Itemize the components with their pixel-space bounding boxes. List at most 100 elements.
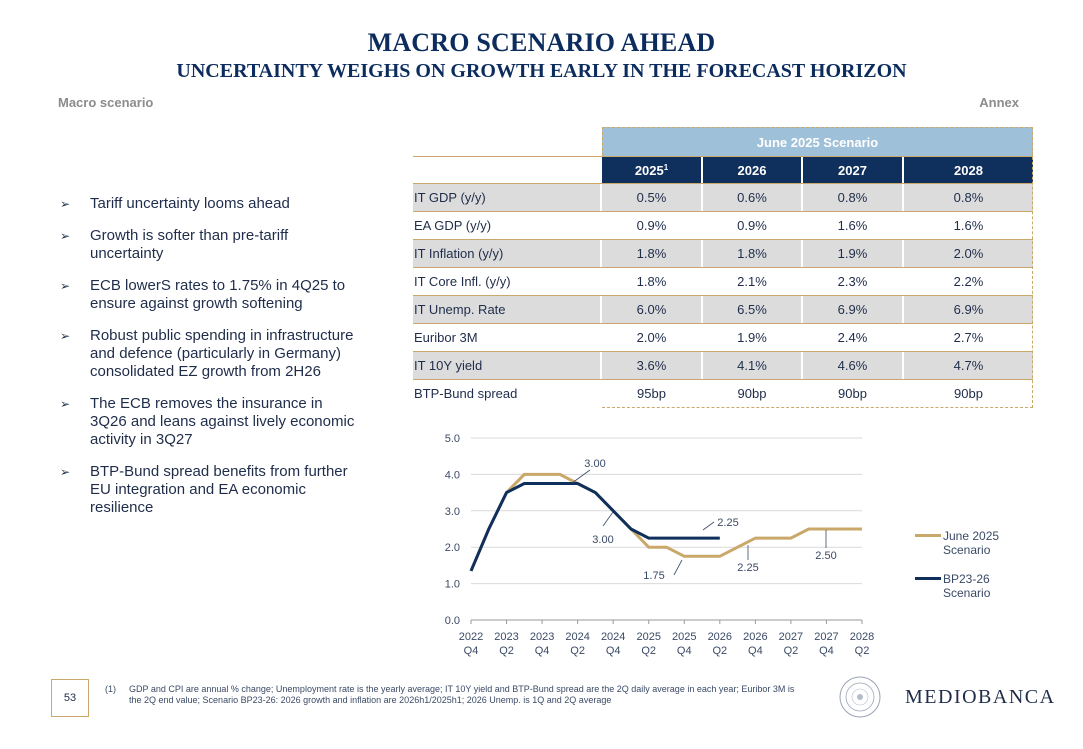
bullet-item: ➢ Tariff uncertainty looms ahead [60, 195, 290, 212]
x-tick-label-year: 2024 [565, 631, 589, 643]
table-row: IT Core Infl. (y/y) 1.8% 2.1% 2.3% 2.2% [413, 267, 1033, 295]
x-tick-label-year: 2026 [743, 631, 767, 643]
y-tick-label: 1.0 [445, 579, 460, 591]
table-cell: 90bp [737, 386, 767, 401]
x-tick-label-quarter: Q2 [499, 645, 514, 657]
row-label: IT GDP (y/y) [414, 190, 486, 205]
x-tick-label-quarter: Q4 [677, 645, 692, 657]
annotation-leader [702, 521, 715, 531]
table-border [1032, 127, 1033, 408]
annotation-label: 2.25 [717, 517, 738, 529]
x-tick-label-year: 2025 [672, 631, 696, 643]
table-cell: 4.7% [953, 358, 984, 373]
x-tick-label-quarter: Q4 [464, 645, 479, 657]
annotation-leader [673, 559, 683, 576]
x-tick-label-year: 2027 [779, 631, 803, 643]
series-line-june-2025 [469, 472, 862, 572]
table-cell: 1.9% [737, 330, 767, 345]
legend-swatch-bp [915, 577, 941, 581]
mediobanca-seal-icon [839, 676, 881, 718]
page-title: MACRO SCENARIO AHEAD [367, 28, 716, 57]
y-tick-label: 4.0 [445, 469, 460, 481]
annotation-label: 2.50 [815, 550, 836, 562]
x-tick-label-year: 2027 [814, 631, 838, 643]
table-cell: 2.0% [636, 330, 667, 345]
table-cell: 1.8% [737, 246, 767, 261]
table-cell: 1.8% [636, 246, 667, 261]
x-tick-label-year: 2026 [708, 631, 732, 643]
x-tick-label-year: 2023 [530, 631, 554, 643]
table-cell: 1.9% [837, 246, 868, 261]
table-cell: 0.5% [636, 190, 667, 205]
arrow-bullet-icon: ➢ [60, 329, 71, 343]
annotation-leader [602, 511, 614, 527]
x-tick-label-year: 2022 [459, 631, 483, 643]
table-row: IT Inflation (y/y) 1.8% 1.8% 1.9% 2.0% [413, 239, 1033, 267]
table-row: IT 10Y yield 3.6% 4.1% 4.6% 4.7% [413, 351, 1033, 379]
table-cell: 4.6% [837, 358, 868, 373]
row-label: IT Core Infl. (y/y) [414, 274, 511, 289]
x-tick-label-year: 2028 [850, 631, 874, 643]
legend-swatch-june [915, 534, 941, 538]
table-cell: 0.8% [837, 190, 868, 205]
year-header-cell: 2028 [904, 157, 1033, 183]
legend-june-2025: June 2025 Scenario [915, 529, 999, 557]
x-tick-label-year: 2025 [636, 631, 660, 643]
x-tick-label-quarter: Q2 [641, 645, 656, 657]
table-cell: 6.5% [737, 302, 767, 317]
arrow-bullet-icon: ➢ [60, 465, 71, 479]
table-row: IT Unemp. Rate 6.0% 6.5% 6.9% 6.9% [413, 295, 1033, 323]
table-row: IT GDP (y/y) 0.5% 0.6% 0.8% 0.8% [413, 183, 1033, 211]
table-cell: 90bp [954, 386, 983, 401]
bullet-item: ➢ Growth is softer than pre-tariff uncert… [60, 227, 289, 262]
x-tick-label-quarter: Q2 [855, 645, 870, 657]
table-cell: 1.6% [953, 218, 984, 233]
legend-bp23-26: BP23-26 Scenario [915, 572, 990, 600]
y-tick-label: 0.0 [445, 615, 460, 627]
y-tick-label: 2.0 [445, 542, 460, 554]
table-cell: 95bp [637, 386, 666, 401]
section-label-right: Annex [979, 95, 1019, 110]
arrow-bullet-icon: ➢ [60, 397, 71, 411]
y-tick-label: 5.0 [445, 433, 460, 445]
annotation-leader [571, 469, 591, 484]
bullet-item: ➢ ECB lowerS rates to 1.75% in 4Q25 to en… [60, 277, 346, 312]
x-tick-label-quarter: Q4 [819, 645, 834, 657]
series-line-bp23-26 [469, 482, 720, 572]
table-cell: 2.1% [737, 274, 767, 289]
table-cell: 0.8% [953, 190, 984, 205]
table-row: BTP-Bund spread 95bp 90bp 90bp 90bp [413, 379, 1033, 407]
table-cell: 2.7% [953, 330, 984, 345]
arrow-bullet-icon: ➢ [60, 279, 71, 293]
table-cell: 1.6% [837, 218, 868, 233]
table-cell: 2.3% [837, 274, 868, 289]
table-cell: 6.9% [953, 302, 984, 317]
arrow-bullet-icon: ➢ [60, 197, 71, 211]
bullet-item: ➢ The ECB removes the insurance in 3Q26 a… [60, 395, 355, 448]
x-tick-label-quarter: Q2 [712, 645, 727, 657]
bullet-item: ➢ BTP-Bund spread benefits from further E… [60, 463, 348, 516]
footnote: GDP and CPI are annual % change; Unemplo… [129, 684, 795, 705]
x-tick-label-quarter: Q4 [535, 645, 550, 657]
rates-line-chart: 0.0 1.0 2.0 3.0 4.0 5.0 2022 Q4 2023 Q2 2023 Q4 2024… [445, 433, 875, 657]
table-cell: 4.1% [737, 358, 767, 373]
row-label: IT 10Y yield [414, 358, 483, 373]
scenario-header: June 2025 Scenario [602, 127, 1033, 156]
arrow-bullet-icon: ➢ [60, 229, 71, 243]
section-label-left: Macro scenario [58, 95, 154, 110]
annotation-label: 3.00 [592, 534, 613, 546]
table-row: EA GDP (y/y) 0.9% 0.9% 1.6% 1.6% [413, 211, 1033, 239]
logo-text: MEDIOBANCA [905, 686, 1056, 708]
table-cell: 0.9% [737, 218, 767, 233]
table-cell: 6.0% [636, 302, 667, 317]
table-cell: 2.4% [837, 330, 868, 345]
year-header-row: 2025 1 2026 2027 2028 [413, 156, 1033, 183]
x-tick-label-quarter: Q4 [606, 645, 621, 657]
y-tick-label: 3.0 [445, 506, 460, 518]
x-tick-label-quarter: Q4 [748, 645, 763, 657]
row-label: IT Inflation (y/y) [414, 246, 504, 261]
year-header-cell: 2025 1 [602, 157, 701, 183]
row-label: EA GDP (y/y) [414, 218, 492, 233]
table-cell: 2.0% [953, 246, 984, 261]
row-label: Euribor 3M [414, 330, 478, 345]
